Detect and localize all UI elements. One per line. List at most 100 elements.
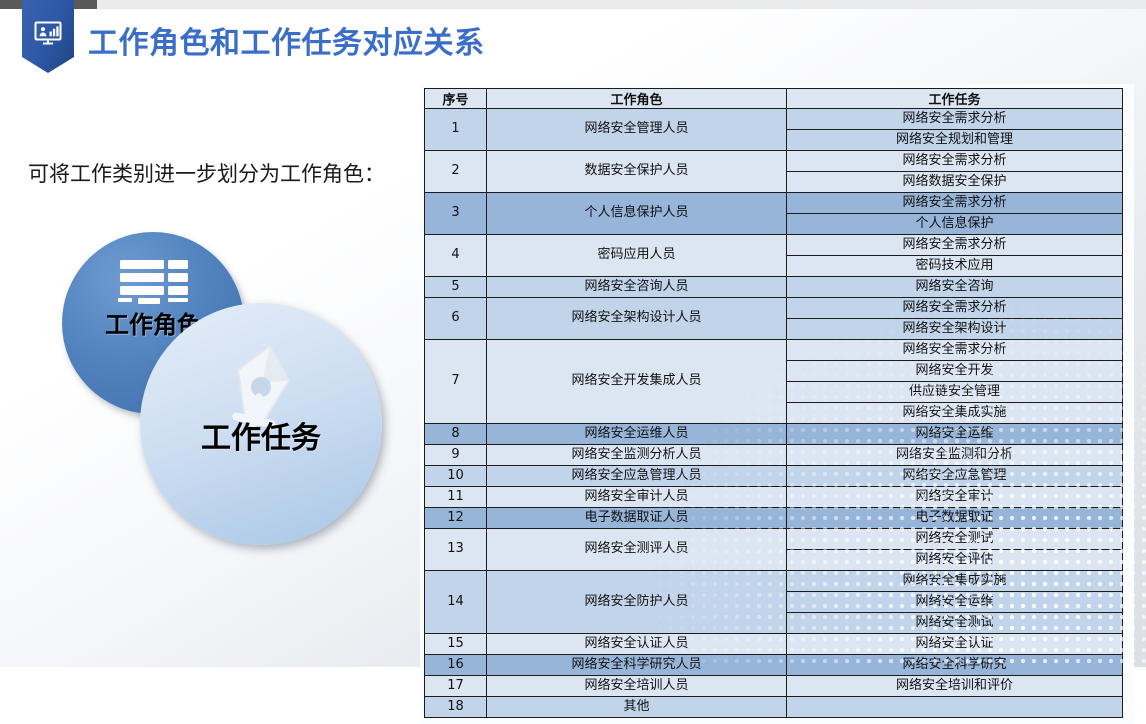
cell-no: 6 [424,297,487,340]
cell-no: 5 [424,276,487,298]
cell-role: 网络安全审计人员 [486,486,787,508]
cell-no: 13 [424,528,487,571]
task-item: 网络安全咨询 [915,279,994,294]
org-chart-icon [62,258,244,320]
slide-canvas: 工作角色和工作任务对应关系 可将工作类别进一步划分为工作角色： 工作角色 [0,0,1146,667]
work-task-label: 工作任务 [201,421,321,456]
cell-task-group: 电子数据取证 [786,507,1123,529]
task-item: 网络安全集成实施 [787,571,1122,592]
cell-no: 3 [424,192,487,235]
cell-no: 7 [424,339,487,424]
task-item: 网络数据安全保护 [902,174,1007,189]
table-row: 4 密码应用人员 网络安全需求分析密码技术应用 [424,234,1123,277]
table-row: 13 网络安全测评人员 网络安全测试 网络安全评估 [424,528,1123,571]
task-item: 密码技术应用 [915,258,994,273]
table-header-row: 序号 工作角色 工作任务 [424,88,1123,109]
column-header-role: 工作角色 [486,88,787,109]
cell-no: 17 [424,675,487,697]
cell-role: 网络安全应急管理人员 [486,465,787,487]
cell-role: 网络安全开发集成人员 [486,339,787,424]
task-item: 网络安全需求分析 [787,340,1122,361]
table-row: 16 网络安全科学研究人员 网络安全科学研究 [424,654,1123,676]
cell-task-group: 网络安全咨询 [786,276,1123,298]
pen-nib-icon [140,339,382,435]
cell-task-group: 网络安全需求分析 网络安全架构设计 [786,297,1123,340]
cell-no: 15 [424,633,487,655]
cell-no: 2 [424,150,487,193]
column-header-task: 工作任务 [786,88,1123,109]
task-item: 网络安全需求分析 [787,193,1122,214]
task-item: 网络安全测试 [915,615,994,630]
task-item: 网络安全应急管理 [902,468,1007,483]
task-item: 网络安全需求分析 [787,235,1122,256]
cell-role: 网络安全培训人员 [486,675,787,697]
cell-no: 10 [424,465,487,487]
cell-task-group: 网络安全需求分析网络安全规划和管理 [786,108,1123,151]
work-task-circle: 工作任务 [140,303,382,545]
task-item: 网络安全监测和分析 [895,447,1013,462]
cell-task-group: 网络安全需求分析个人信息保护 [786,192,1123,235]
cell-no: 8 [424,423,487,445]
cell-task-group: 网络安全认证 [786,633,1123,655]
task-item: 网络安全测试 [787,529,1122,550]
cell-task-group: 网络安全科学研究 [786,654,1123,676]
cell-task-group: 网络安全需求分析 网络数据安全保护 [786,150,1123,193]
table-row: 11 网络安全审计人员 网络安全审计 [424,486,1123,508]
table-row: 2 数据安全保护人员 网络安全需求分析 网络数据安全保护 [424,150,1123,193]
cell-role: 网络安全监测分析人员 [486,444,787,466]
cell-role: 个人信息保护人员 [486,192,787,235]
cell-role: 密码应用人员 [486,234,787,277]
task-item: 网络安全评估 [915,552,994,567]
lead-paragraph: 可将工作类别进一步划分为工作角色： [28,162,385,186]
cell-no: 11 [424,486,487,508]
cell-task-group: 网络安全需求分析 网络安全开发 供应链安全管理网络安全集成实施 [786,339,1123,424]
cell-task-group: 网络安全监测和分析 [786,444,1123,466]
task-item: 网络安全审计 [915,489,994,504]
cell-no: 4 [424,234,487,277]
cell-task-group: 网络安全集成实施 网络安全运维网络安全测试 [786,570,1123,634]
task-item: 网络安全培训和评价 [895,678,1013,693]
cell-task-group: 网络安全需求分析密码技术应用 [786,234,1123,277]
task-item: 供应链安全管理 [787,382,1122,403]
cell-task-group: 网络安全测试网络安全评估 [786,528,1123,571]
table-body: 1 网络安全管理人员 网络安全需求分析 网络安全规划和管理 2 数据安全保护人员 网络安全需… [424,108,1123,718]
table-header: 序号 工作角色 工作任务 [424,88,1123,109]
cell-no: 18 [424,696,487,718]
task-item: 网络安全开发 [787,361,1122,382]
table-row: 3 个人信息保护人员 网络安全需求分析个人信息保护 [424,192,1123,235]
cell-task-group: 网络安全运维 [786,423,1123,445]
cell-role: 网络安全架构设计人员 [486,297,787,340]
task-item: 网络安全运维 [787,592,1122,613]
task-item: 网络安全运维 [915,426,994,441]
cell-task-group [786,696,1123,718]
title-ribbon [22,0,74,73]
cell-role: 数据安全保护人员 [486,150,787,193]
table-row: 8 网络安全运维人员 网络安全运维 [424,423,1123,445]
cell-task-group: 网络安全培训和评价 [786,675,1123,697]
table-row: 9 网络安全监测分析人员 网络安全监测和分析 [424,444,1123,466]
cell-role: 网络安全管理人员 [486,108,787,151]
cell-no: 16 [424,654,487,676]
table-row: 17 网络安全培训人员 网络安全培训和评价 [424,675,1123,697]
table-row: 15 网络安全认证人员 网络安全认证 [424,633,1123,655]
cell-role: 电子数据取证人员 [486,507,787,529]
table-row: 6 网络安全架构设计人员 网络安全需求分析 网络安全架构设计 [424,297,1123,340]
table-row: 5 网络安全咨询人员 网络安全咨询 [424,276,1123,298]
task-item: 网络安全需求分析 [787,298,1122,319]
table-row: 12 电子数据取证人员 电子数据取证 [424,507,1123,529]
table-row: 7 网络安全开发集成人员 网络安全需求分析 网络安全开发 供应链安全管理网络安全集成实施 [424,339,1123,424]
task-item: 网络安全规划和管理 [895,132,1013,147]
task-item: 网络安全集成实施 [902,405,1007,420]
table-row: 10 网络安全应急管理人员 网络安全应急管理 [424,465,1123,487]
table-row: 18 其他 [424,696,1123,718]
task-item: 网络安全科学研究 [902,657,1007,672]
role-task-table: 序号 工作角色 工作任务 1 网络安全管理人员 网络安全需求分析 网络安全规划和管理 2… [424,88,1123,718]
page-title: 工作角色和工作任务对应关系 [88,26,485,61]
task-item: 个人信息保护 [915,216,994,231]
task-item: 网络安全需求分析 [787,109,1122,130]
cell-no: 9 [424,444,487,466]
presentation-chart-icon [22,16,74,50]
cell-role: 网络安全防护人员 [486,570,787,634]
task-item [787,697,1122,717]
cell-role: 网络安全咨询人员 [486,276,787,298]
